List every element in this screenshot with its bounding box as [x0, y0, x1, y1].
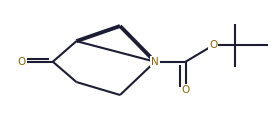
Text: O: O [209, 40, 217, 50]
Text: O: O [18, 57, 26, 67]
Text: O: O [182, 85, 190, 95]
Text: N: N [151, 57, 159, 67]
